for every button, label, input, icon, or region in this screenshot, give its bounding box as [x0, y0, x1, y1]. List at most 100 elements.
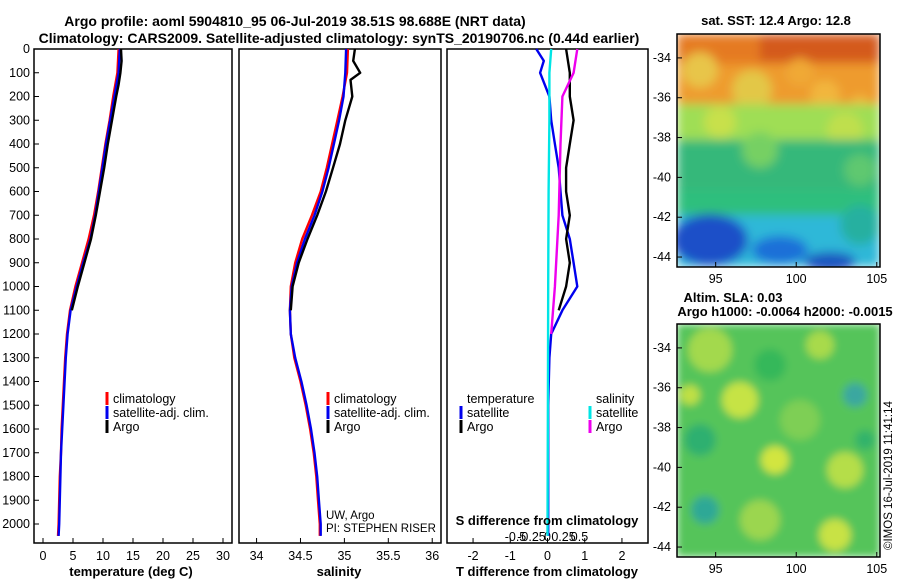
s-tick-label: 0 [544, 530, 551, 544]
series-temperature-satellite [535, 48, 579, 536]
pressure-tick-label: 100 [9, 66, 30, 80]
x-tick-label: -2 [467, 549, 478, 563]
x-tick-label: 35.5 [376, 549, 400, 563]
legend-temperature-satellite: satellite [467, 406, 509, 420]
lat-tick-label: -36 [653, 91, 671, 105]
pressure-tick-label: 800 [9, 232, 30, 246]
pressure-tick-label: 1700 [2, 446, 30, 460]
pressure-tick-label: 200 [9, 90, 30, 104]
series-temperature-argo [557, 48, 575, 311]
temperature-legend-argo: Argo [113, 420, 139, 434]
temperature-tick-labels: 0 5 10 15 20 25 30 [40, 538, 230, 563]
lat-tick-label: -40 [653, 170, 671, 184]
pressure-tick-label: 300 [9, 113, 30, 127]
pressure-tick-label: 2000 [2, 517, 30, 531]
s-difference-axis-label: S difference from climatology [456, 513, 640, 528]
legend-temperature-argo: Argo [467, 420, 493, 434]
data-credit: UW, Argo [326, 510, 375, 522]
sla-map-frame [676, 323, 881, 558]
x-tick-label: 34.5 [288, 549, 312, 563]
difference-profile-panel: -2 -1 0 1 2 -0.5-0.250 0.250.5 S difference f… [446, 48, 649, 579]
sst-map-ticks: 95 100 105 -34 -36 -38 -40 -42 -44 [653, 51, 887, 286]
series-salinity-satellite [546, 48, 553, 536]
series-argo [289, 48, 362, 311]
temperature-plot-frame [33, 48, 233, 544]
pressure-tick-label: 900 [9, 256, 30, 270]
x-tick-label: 1 [581, 549, 588, 563]
temperature-profile-panel: 0100200300400500600700800900100011001200… [2, 42, 233, 579]
series-salinity-argo [550, 48, 579, 335]
pressure-tick-labels: 0 100 200 300 400 500 600 700 800 900 1000 1100 1200… [2, 42, 39, 531]
difference-legend: temperature satellite Argo salinity sate… [459, 392, 638, 434]
figure-title-line2: Climatology: CARS2009. Satellite-adjuste… [39, 30, 640, 46]
x-tick-label: 0 [544, 549, 551, 563]
sla-map-title: Altim. SLA: 0.03 [684, 290, 783, 305]
x-tick-label: 34 [250, 549, 264, 563]
salinity-legend-climatology: climatology [334, 392, 397, 406]
pressure-tick-label: 700 [9, 208, 30, 222]
s-tick-label: 0.25 [551, 530, 575, 544]
salinity-tick-labels: 34 34.5 35 35.5 36 [250, 538, 439, 563]
lat-tick-label: -34 [653, 51, 671, 65]
pressure-tick-label: 1100 [3, 303, 30, 317]
imos-timestamp: ©IMOS 16-Jul-2019 11:41:14 [883, 400, 895, 550]
t-difference-axis-label: T difference from climatology [456, 564, 639, 579]
pressure-tick-label: 0 [23, 42, 30, 56]
legend-salinity-argo: Argo [596, 420, 622, 434]
x-tick-label: 35 [337, 549, 351, 563]
temperature-axis-label: temperature (deg C) [69, 564, 193, 579]
sst-map-title: sat. SST: 12.4 Argo: 12.8 [701, 13, 851, 28]
salinity-legend: climatology satellite-adj. clim. Argo [326, 392, 430, 434]
sst-map: sat. SST: 12.4 Argo: 12.8 [653, 13, 887, 286]
series-argo [70, 48, 123, 311]
pressure-tick-label: 1400 [2, 375, 30, 389]
salinity-profile-panel: 34 34.5 35 35.5 36 salinity climatology sate… [238, 48, 442, 579]
pressure-tick-label: 600 [9, 185, 30, 199]
lon-tick-label: 105 [866, 272, 887, 286]
principal-investigator: PI: STEPHEN RISER [326, 523, 436, 535]
lat-tick-label: -36 [653, 381, 671, 395]
lat-tick-label: -42 [653, 500, 671, 514]
lat-tick-label: -44 [653, 250, 671, 264]
pressure-tick-label: 1800 [2, 470, 30, 484]
pressure-tick-label: 1600 [2, 422, 30, 436]
sla-map-ticks: 95 100 105 -34 -36 -38 -40 -42 -44 [653, 341, 887, 576]
t-difference-tick-labels: -2 -1 0 1 2 [467, 538, 625, 563]
x-tick-label: -1 [505, 549, 516, 563]
lat-tick-label: -44 [653, 540, 671, 554]
lat-tick-label: -40 [653, 460, 671, 474]
s-tick-label: 0.5 [571, 530, 588, 544]
temperature-legend-climatology: climatology [113, 392, 176, 406]
series-satellite-adj-clim- [288, 48, 348, 536]
legend-header-temperature: temperature [467, 392, 534, 406]
x-tick-label: 25 [186, 549, 200, 563]
x-tick-label: 5 [70, 549, 77, 563]
x-tick-label: 2 [618, 549, 625, 563]
lon-tick-label: 95 [709, 272, 723, 286]
lon-tick-label: 95 [709, 562, 723, 576]
lat-tick-label: -42 [653, 210, 671, 224]
lat-tick-label: -38 [653, 131, 671, 145]
lat-tick-label: -38 [653, 421, 671, 435]
pressure-tick-label: 500 [9, 161, 30, 175]
temperature-legend: climatology satellite-adj. clim. Argo [105, 392, 209, 434]
lon-tick-label: 105 [866, 562, 887, 576]
x-tick-label: 30 [216, 549, 230, 563]
x-tick-label: 15 [126, 549, 140, 563]
figure-title-line1: Argo profile: aoml 5904810_95 06-Jul-201… [64, 13, 525, 29]
temperature-legend-satellite: satellite-adj. clim. [113, 406, 209, 420]
pressure-tick-label: 1300 [2, 351, 30, 365]
lon-tick-label: 100 [786, 272, 807, 286]
s-tick-label: -0.5 [505, 530, 527, 544]
x-tick-label: 36 [425, 549, 439, 563]
legend-header-salinity: salinity [596, 392, 635, 406]
pressure-tick-label: 1500 [2, 398, 30, 412]
s-difference-tick-labels: -0.5-0.250 0.250.5 [505, 530, 589, 544]
salinity-legend-argo: Argo [334, 420, 360, 434]
lon-tick-label: 100 [786, 562, 807, 576]
sla-map-subtitle: Argo h1000: -0.0064 h2000: -0.0015 [677, 304, 892, 319]
lat-tick-label: -34 [653, 341, 671, 355]
pressure-tick-label: 1900 [2, 493, 30, 507]
sla-map: Altim. SLA: 0.03 Argo h1000: -0.0064 h20… [653, 290, 893, 576]
salinity-axis-label: salinity [317, 564, 363, 579]
